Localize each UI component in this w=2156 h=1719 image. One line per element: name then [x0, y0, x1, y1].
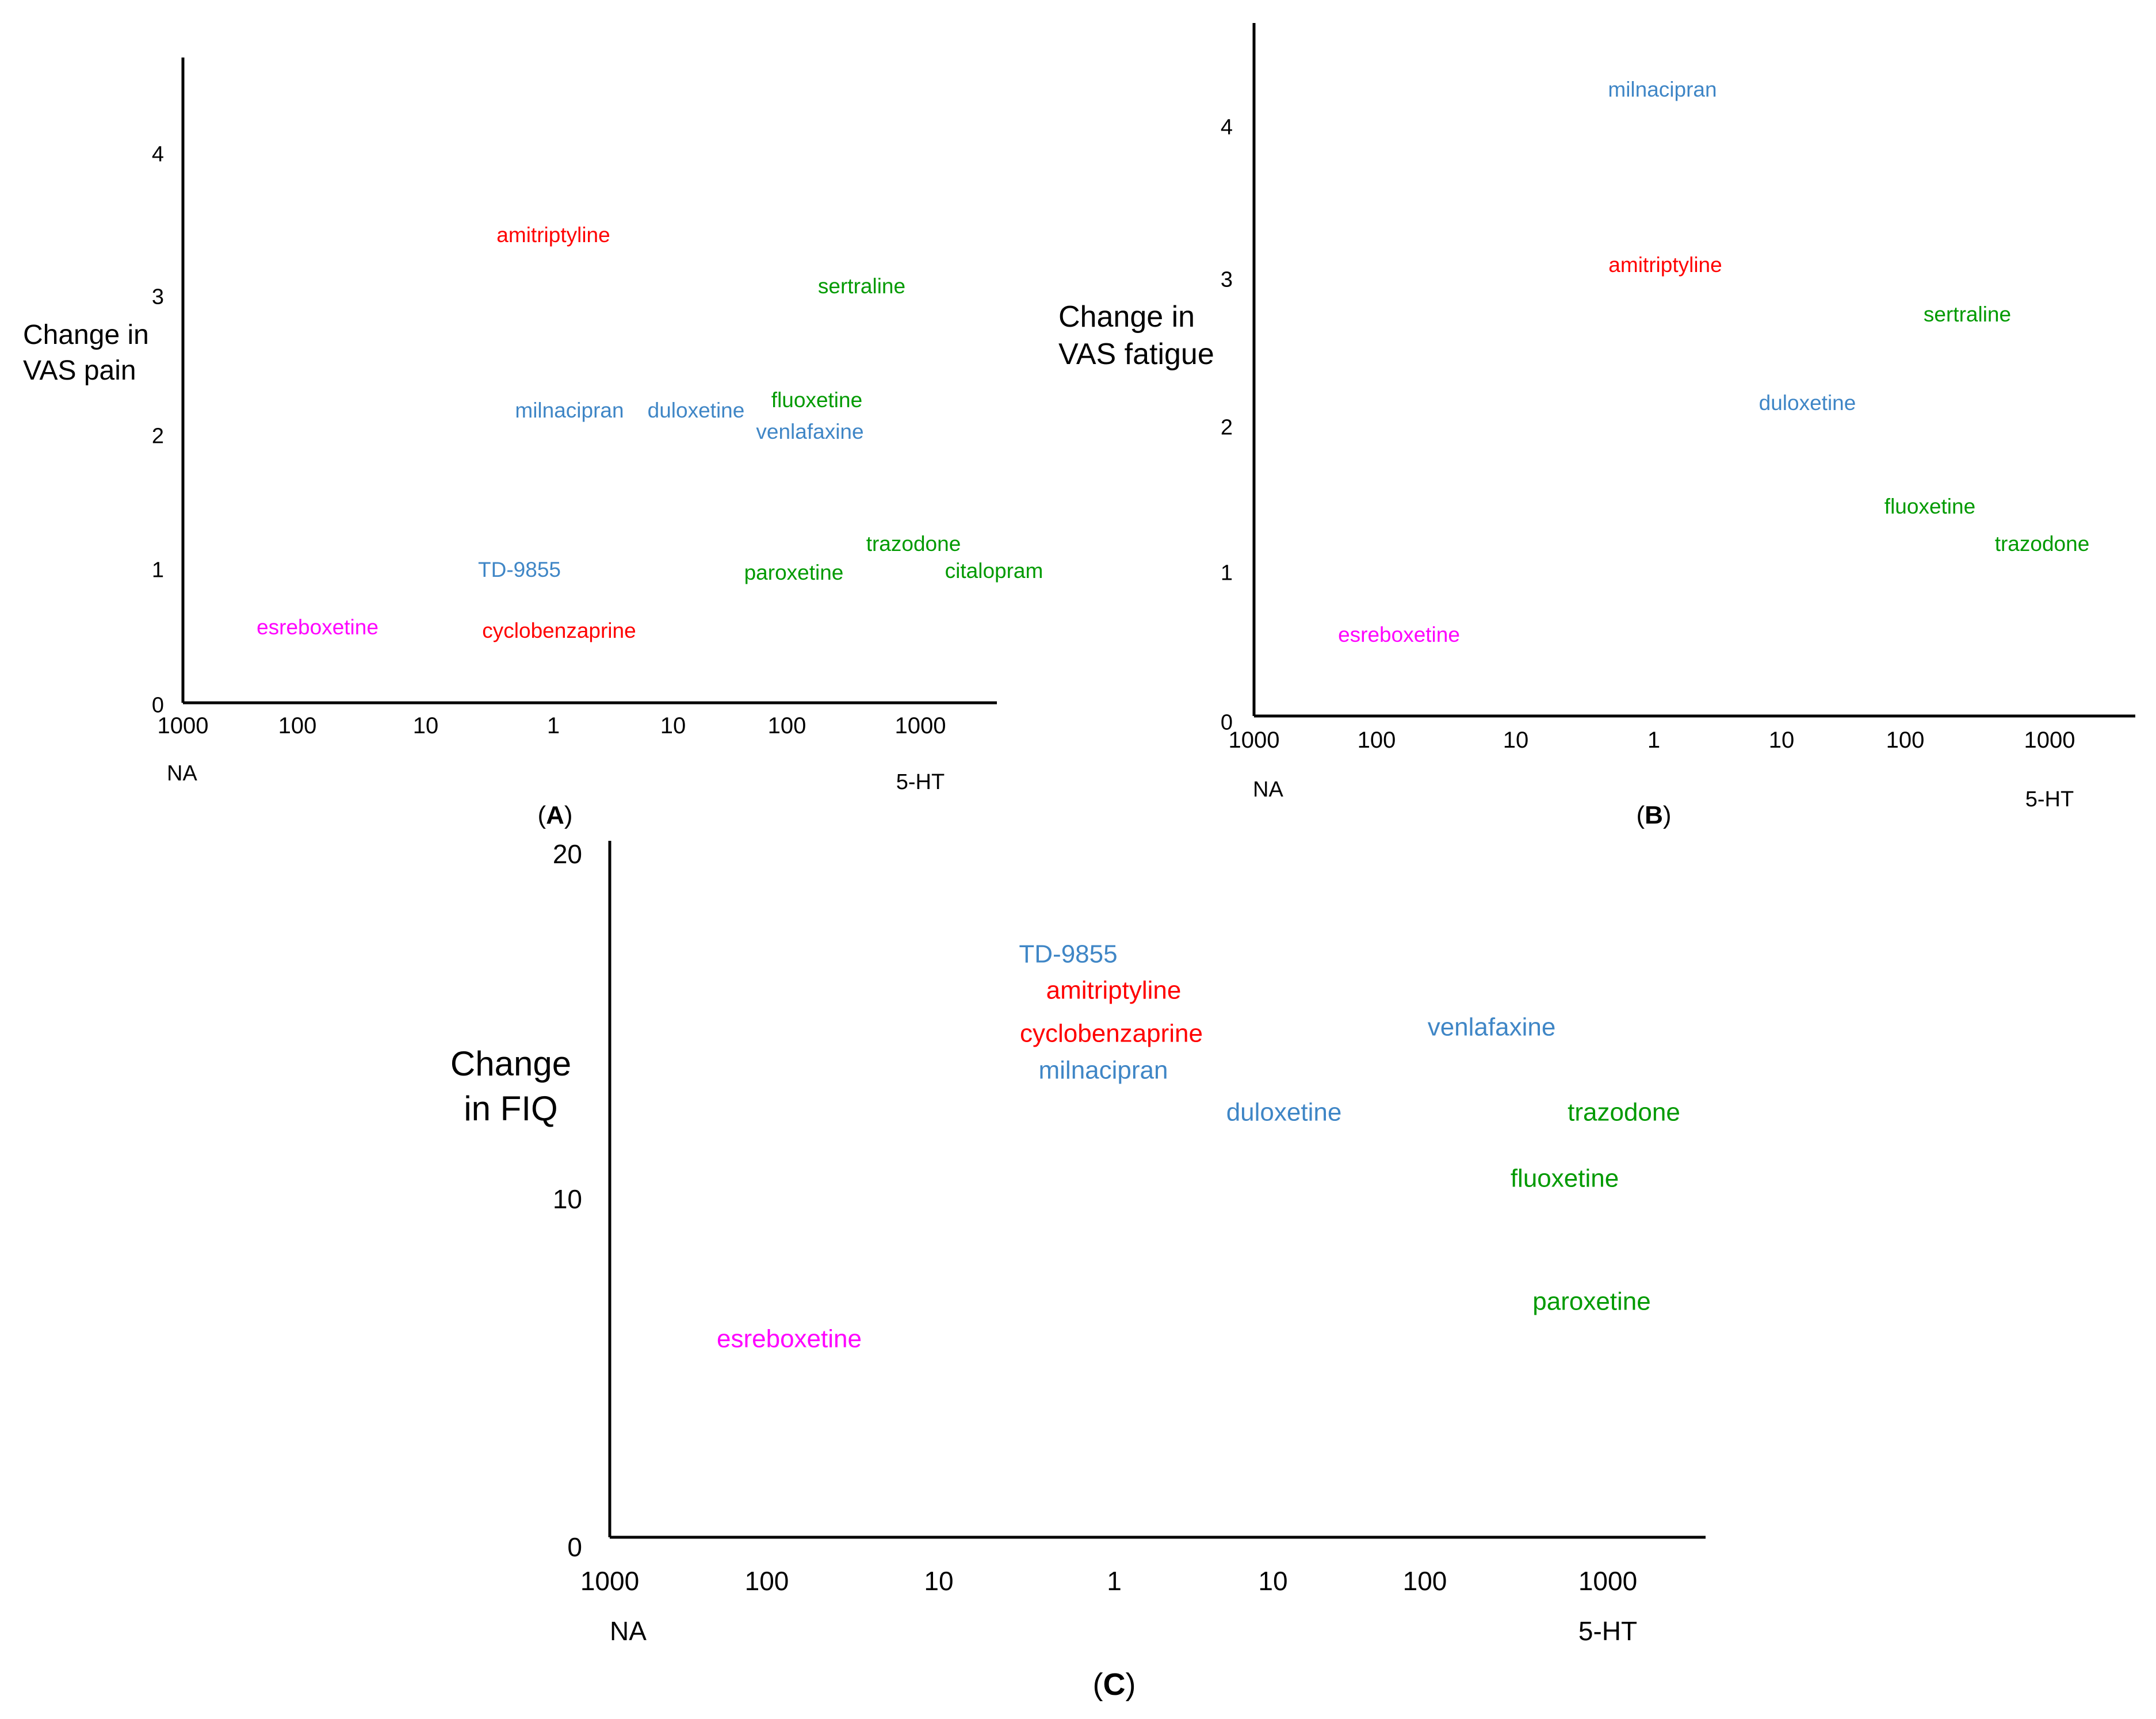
x-tick-label: 1000 [580, 1566, 639, 1596]
drug-point-sertraline: sertraline [1924, 303, 2011, 326]
y-tick-label: 10 [553, 1184, 582, 1214]
y-tick-label: 3 [1221, 267, 1233, 292]
y-tick-label: 3 [152, 285, 164, 309]
drug-point-esreboxetine: esreboxetine [717, 1324, 862, 1353]
x-tick-label: 10 [413, 713, 439, 738]
x-tick-label: 10 [1258, 1566, 1287, 1596]
drug-point-fluoxetine: fluoxetine [1511, 1164, 1619, 1192]
drug-point-duloxetine: duloxetine [1226, 1098, 1342, 1126]
panel-label: (C) [1093, 1667, 1136, 1702]
y-tick-label: 1 [152, 558, 164, 582]
drug-point-cyclobenzaprine: cyclobenzaprine [1020, 1019, 1203, 1047]
drug-point-duloxetine: duloxetine [648, 399, 745, 422]
panel-label: (B) [1636, 801, 1671, 829]
x-tick-label: 100 [1358, 728, 1396, 753]
x-tick-label: 1000 [158, 713, 209, 738]
drug-point-venlafaxine: venlafaxine [756, 420, 863, 443]
x-tick-label: 1 [1107, 1566, 1122, 1596]
x-right-label-5ht: 5-HT [1578, 1616, 1637, 1646]
y-tick-label: 2 [1221, 415, 1233, 439]
y-tick-label: 0 [152, 693, 164, 717]
drug-point-td-9855: TD-9855 [1019, 940, 1117, 968]
x-tick-label: 1 [547, 713, 560, 738]
drug-point-sertraline: sertraline [818, 274, 905, 298]
drug-point-fluoxetine: fluoxetine [1884, 495, 1975, 518]
x-tick-label: 1 [1647, 728, 1660, 753]
drug-point-cyclobenzaprine: cyclobenzaprine [482, 619, 636, 642]
drug-point-paroxetine: paroxetine [1532, 1287, 1650, 1315]
panel-label: (A) [537, 801, 572, 829]
drug-point-amitriptyline: amitriptyline [1608, 253, 1722, 277]
y-axis-title-line: in FIQ [464, 1089, 557, 1128]
x-tick-label: 10 [1769, 728, 1795, 753]
drug-point-td-9855: TD-9855 [478, 558, 561, 581]
y-axis-title-line: VAS fatigue [1058, 338, 1214, 371]
x-tick-label: 100 [745, 1566, 789, 1596]
drug-point-milnacipran: milnacipran [1039, 1056, 1168, 1084]
drug-point-fluoxetine: fluoxetine [771, 388, 862, 412]
drug-point-amitriptyline: amitriptyline [1046, 976, 1182, 1004]
x-tick-label: 100 [278, 713, 317, 738]
drug-point-paroxetine: paroxetine [744, 561, 844, 584]
drug-point-venlafaxine: venlafaxine [1428, 1013, 1556, 1041]
y-axis-title-line: VAS pain [23, 355, 136, 386]
x-left-label-na: NA [1253, 778, 1283, 802]
x-right-label-5ht: 5-HT [896, 770, 945, 794]
x-tick-label: 100 [768, 713, 806, 738]
y-tick-label: 1 [1221, 561, 1233, 585]
y-tick-label: 4 [152, 142, 164, 166]
drug-point-trazodone: trazodone [866, 532, 961, 556]
y-tick-label: 0 [567, 1532, 582, 1562]
x-tick-label: 10 [924, 1566, 953, 1596]
drug-point-esreboxetine: esreboxetine [1338, 623, 1460, 646]
x-tick-label: 100 [1403, 1566, 1447, 1596]
y-axis-title-line: Change in [23, 320, 149, 350]
y-tick-label: 20 [553, 839, 582, 869]
y-axis-title-line: Change [450, 1044, 571, 1083]
x-left-label-na: NA [610, 1616, 647, 1646]
x-tick-label: 1000 [895, 713, 946, 738]
drug-point-milnacipran: milnacipran [1608, 78, 1717, 101]
panel-a-vas-pain: 0 1 2 3 4 1000 100 10 1 10 100 1000 NA 5-HT Change in V… [23, 58, 1043, 829]
drug-point-milnacipran: milnacipran [515, 399, 624, 422]
drug-point-trazodone: trazodone [1568, 1098, 1680, 1126]
drug-point-trazodone: trazodone [1995, 532, 2090, 556]
y-tick-label: 0 [1221, 710, 1233, 734]
drug-point-duloxetine: duloxetine [1759, 391, 1856, 415]
x-tick-label: 100 [1886, 728, 1925, 753]
x-tick-label: 10 [1503, 728, 1529, 753]
x-tick-label: 1000 [1578, 1566, 1637, 1596]
x-right-label-5ht: 5-HT [2025, 787, 2074, 811]
x-left-label-na: NA [167, 761, 197, 786]
drug-point-amitriptyline: amitriptyline [496, 223, 610, 247]
drug-point-esreboxetine: esreboxetine [257, 615, 379, 639]
panel-c-fiq: 0 10 20 1000 100 10 1 10 100 1000 NA 5-HT Change in F… [450, 839, 1706, 1702]
panel-b-vas-fatigue: 0 1 2 3 4 1000 100 10 1 10 100 1000 NA 5-HT Change in V… [1058, 23, 2135, 829]
x-tick-label: 1000 [2024, 728, 2075, 753]
x-tick-label: 1000 [1229, 728, 1280, 753]
y-tick-label: 2 [152, 424, 164, 448]
drug-point-citalopram: citalopram [945, 559, 1043, 583]
x-tick-label: 10 [660, 713, 686, 738]
y-axis-title-line: Change in [1058, 300, 1195, 334]
y-tick-label: 4 [1221, 115, 1233, 139]
